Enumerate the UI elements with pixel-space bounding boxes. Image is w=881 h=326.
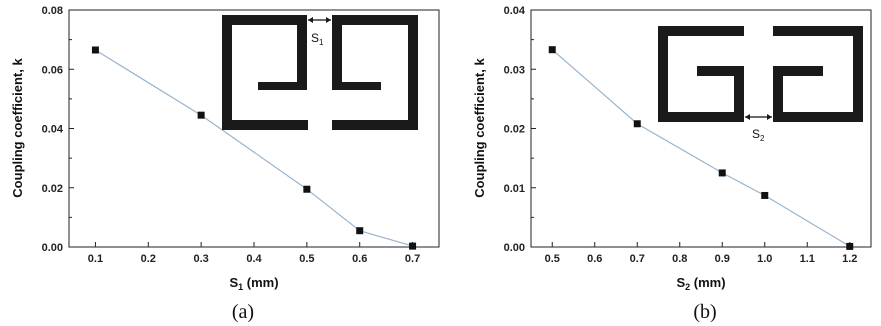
panel-caption: (b): [693, 301, 716, 323]
series-line: [95, 49, 413, 247]
x-tick-label: 0.4: [246, 253, 262, 265]
data-point: [846, 242, 854, 250]
x-tick-label: 0.7: [630, 253, 645, 265]
data-point: [718, 169, 726, 177]
y-tick-label: 0.02: [42, 183, 63, 195]
x-axis-label: S1 (mm): [229, 275, 278, 292]
data-point: [409, 242, 417, 250]
inset-interdigital-resonators: [658, 26, 863, 122]
panel-b: 0.5 0.6 0.7 0.8 0.9 1.0 1.1 1.2 0.00 0.01 0.02 0.03…: [472, 5, 872, 323]
x-tick-label: 0.5: [299, 253, 314, 265]
y-tick-label: 0.02: [504, 124, 525, 136]
x-tick-label: 1.2: [842, 253, 857, 265]
y-tick-label: 0.04: [504, 5, 526, 17]
x-tick-label: 1.0: [757, 253, 772, 265]
y-tick-label: 0.04: [42, 124, 64, 136]
data-point: [197, 111, 205, 119]
x-tick-label: 0.3: [193, 253, 208, 265]
data-point: [303, 185, 311, 193]
inset-split-ring-resonators: [222, 15, 418, 130]
gap-label: S2: [752, 127, 765, 143]
x-axis-label: S2 (mm): [676, 275, 725, 292]
x-tick-label: 1.1: [800, 253, 815, 265]
x-tick-label: 0.5: [545, 253, 560, 265]
plot-frame: [530, 9, 872, 248]
y-axis-label: Coupling coefficient, k: [472, 58, 487, 198]
panel-a: 0.1 0.2 0.3 0.4 0.5 0.6 0.7 0.00 0.02 0.04 0.06 0.0…: [10, 5, 440, 323]
x-tick-label: 0.6: [352, 253, 367, 265]
data-point: [761, 191, 769, 199]
x-tick-label: 0.7: [405, 253, 420, 265]
x-tick-label: 0.1: [88, 253, 103, 265]
y-tick-label: 0.01: [504, 183, 525, 195]
data-point: [91, 46, 99, 54]
y-tick-label: 0.06: [42, 64, 63, 76]
y-axis-label: Coupling coefficient, k: [10, 58, 25, 198]
panel-caption: (a): [232, 301, 254, 323]
data-point: [548, 46, 556, 54]
series-line: [551, 49, 851, 247]
y-tick-label: 0.08: [42, 5, 63, 17]
x-tick-label: 0.8: [672, 253, 687, 265]
x-tick-label: 0.2: [141, 253, 156, 265]
y-tick-label: 0.00: [42, 242, 63, 254]
y-tick-label: 0.00: [504, 242, 525, 254]
data-point: [633, 120, 641, 128]
y-tick-label: 0.03: [504, 64, 525, 76]
x-tick-label: 0.9: [715, 253, 730, 265]
gap-label: S1: [311, 31, 324, 47]
data-point: [356, 227, 364, 235]
x-tick-label: 0.6: [587, 253, 602, 265]
